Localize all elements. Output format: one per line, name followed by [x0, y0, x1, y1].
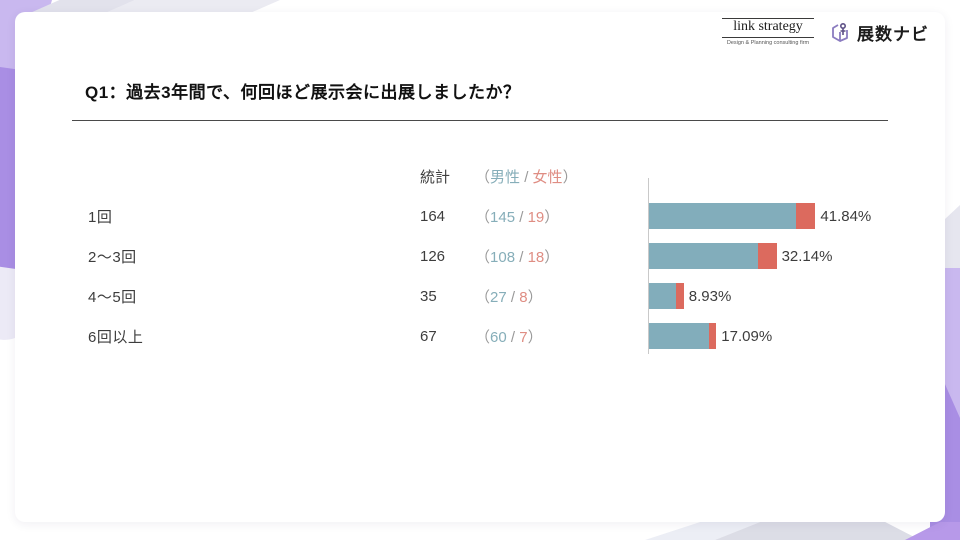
title-underline	[72, 120, 888, 121]
table-row: 1回 164 （145 / 19） 41.84%	[15, 196, 945, 236]
percent-label: 32.14%	[781, 247, 833, 265]
legend-female: 女性	[532, 168, 563, 186]
bar: 32.14%	[648, 243, 945, 269]
female-value: 19	[527, 208, 545, 226]
total-column-header: 統計	[420, 168, 451, 186]
female-value: 8	[519, 288, 528, 306]
tensu-navi-icon	[832, 22, 848, 42]
link-strategy-logo: link strategy Design & Planning consulti…	[722, 18, 814, 46]
total-value: 126	[420, 247, 446, 265]
total-value: 35	[420, 287, 437, 305]
male-value: 145	[490, 208, 516, 226]
table-row: 4〜5回 35 （27 / 8） 8.93%	[15, 276, 945, 316]
gender-split: （60 / 7）	[475, 328, 543, 346]
category-label: 1回	[88, 208, 113, 226]
gender-split: （108 / 18）	[475, 248, 560, 266]
content-card: link strategy Design & Planning consulti…	[15, 12, 945, 522]
bar: 8.93%	[648, 283, 945, 309]
link-strategy-logo-name: link strategy	[722, 18, 814, 38]
gender-split: （145 / 19）	[475, 208, 560, 226]
logo-area: link strategy Design & Planning consulti…	[722, 18, 929, 46]
survey-chart: 統計 （男性 / 女性） 1回 164 （145 / 19） 41.84%	[15, 156, 945, 356]
tensu-navi-logo-name: 展数ナビ	[857, 24, 929, 44]
tensu-navi-logo: 展数ナビ	[830, 20, 929, 45]
gender-legend: （男性 / 女性）	[475, 168, 578, 186]
bar-female-segment	[796, 203, 816, 229]
percent-label: 8.93%	[688, 287, 732, 305]
male-value: 108	[490, 248, 516, 266]
table-header-row: 統計 （男性 / 女性）	[15, 156, 945, 196]
page-title: Q1：過去3年間で、何回ほど展示会に出展しましたか？	[85, 83, 521, 102]
bar-female-segment	[675, 283, 684, 309]
category-label: 4〜5回	[88, 288, 137, 306]
bar-axis-line	[648, 178, 649, 354]
female-value: 18	[527, 248, 545, 266]
male-value: 60	[490, 328, 507, 346]
total-value: 67	[420, 327, 437, 345]
gender-split: （27 / 8）	[475, 288, 543, 306]
legend-male: 男性	[490, 168, 521, 186]
decor-top-gray-chevron-1	[30, 0, 135, 13]
male-value: 27	[490, 288, 507, 306]
table-row: 2〜3回 126 （108 / 18） 32.14%	[15, 236, 945, 276]
bar-female-segment	[709, 323, 717, 349]
category-label: 2〜3回	[88, 248, 137, 266]
total-value: 164	[420, 207, 446, 225]
category-label: 6回以上	[88, 328, 144, 346]
decor-bottom-gray-2	[715, 522, 920, 540]
table-row: 6回以上 67 （60 / 7） 17.09%	[15, 316, 945, 356]
percent-label: 41.84%	[820, 207, 872, 225]
bar-male-segment	[648, 323, 710, 349]
bar-female-segment	[758, 243, 777, 269]
percent-label: 17.09%	[721, 327, 773, 345]
decor-top-gray-chevron-2	[105, 0, 280, 13]
bar: 17.09%	[648, 323, 945, 349]
bar: 41.84%	[648, 203, 945, 229]
female-value: 7	[519, 328, 528, 346]
link-strategy-logo-tagline: Design & Planning consulting firm	[726, 40, 810, 46]
bar-male-segment	[648, 203, 796, 229]
bar-male-segment	[648, 243, 759, 269]
bar-male-segment	[648, 283, 676, 309]
